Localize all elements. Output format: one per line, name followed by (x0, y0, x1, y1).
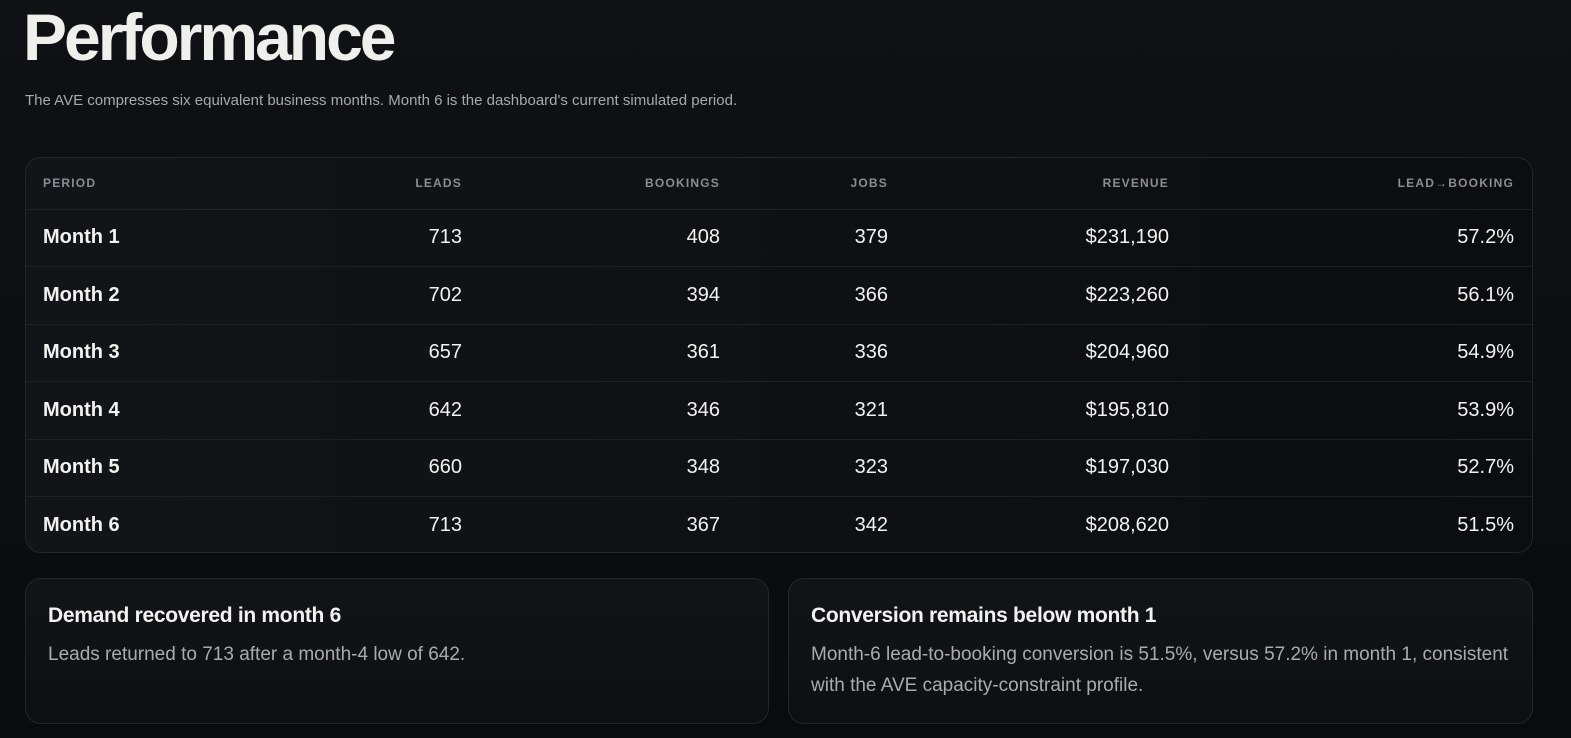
leads-cell: 657 (236, 324, 480, 382)
insight-body: Leads returned to 713 after a month-4 lo… (48, 644, 466, 665)
table-row: Month 3 657 361 336 $204,960 54.9% (26, 324, 1532, 382)
column-header-revenue: REVENUE (906, 158, 1187, 210)
period-cell: Month 3 (26, 324, 236, 382)
revenue-cell: $208,620 (1085, 514, 1169, 536)
jobs-cell: 336 (738, 324, 906, 382)
leads-cell: 642 (236, 381, 480, 440)
column-header-bookings: BOOKINGS (480, 158, 738, 210)
jobs-cell: 379 (738, 209, 906, 267)
jobs-cell: 323 (738, 439, 906, 497)
period-cell: Month 4 (26, 381, 236, 440)
period-cell: Month 6 (43, 514, 120, 536)
page-subtitle: The AVE compresses six equivalent busine… (25, 92, 738, 109)
conversion-cell: 57.2% (1187, 209, 1532, 267)
conversion-cell: 53.9% (1187, 381, 1532, 440)
insight-card-demand: Demand recovered in month 6 Leads return… (25, 578, 769, 724)
bookings-cell: 394 (480, 266, 738, 325)
period-cell: Month 2 (26, 266, 236, 325)
bookings-cell: 361 (480, 324, 738, 382)
performance-table-card: PERIOD LEADS BOOKINGS JOBS REVENUE LEAD→… (25, 157, 1533, 553)
revenue-cell: $197,030 (906, 439, 1187, 497)
bookings-cell: 348 (480, 439, 738, 497)
page-title: Performance (23, 0, 397, 74)
insight-title: Demand recovered in month 6 (48, 604, 341, 627)
leads-cell: 713 (236, 209, 480, 267)
leads-cell: 660 (236, 439, 480, 497)
revenue-cell: $204,960 (906, 324, 1187, 382)
performance-table: PERIOD LEADS BOOKINGS JOBS REVENUE LEAD→… (26, 158, 1532, 553)
insight-title: Conversion remains below month 1 (811, 604, 1157, 627)
insight-card-conversion: Conversion remains below month 1 Month-6… (788, 578, 1533, 724)
column-header-jobs: JOBS (738, 158, 906, 210)
conversion-cell: 54.9% (1187, 324, 1532, 382)
revenue-cell: $195,810 (906, 381, 1187, 440)
conversion-cell: 51.5% (1457, 514, 1514, 536)
column-header-leads: LEADS (236, 158, 480, 210)
column-header-conversion: LEAD→BOOKING (1187, 158, 1532, 210)
table-row: Month 5 660 348 323 $197,030 52.7% (26, 439, 1532, 497)
insight-body: Month-6 lead-to-booking conversion is 51… (811, 644, 1509, 696)
jobs-cell: 321 (738, 381, 906, 440)
bookings-cell: 346 (480, 381, 738, 440)
jobs-cell: 342 (854, 514, 888, 536)
table-header-row: PERIOD LEADS BOOKINGS JOBS REVENUE LEAD→… (26, 158, 1532, 210)
period-cell: Month 5 (26, 439, 236, 497)
bookings-cell: 367 (686, 514, 720, 536)
table-row: Month 6 713 367 342 $208,620 51.5% (26, 497, 1532, 553)
jobs-cell: 366 (738, 266, 906, 325)
bookings-cell: 408 (480, 209, 738, 267)
table-row: Month 1 713 408 379 $231,190 57.2% (26, 209, 1532, 267)
conversion-cell: 56.1% (1187, 266, 1532, 325)
leads-cell: 702 (236, 266, 480, 325)
revenue-cell: $231,190 (906, 209, 1187, 267)
conversion-cell: 52.7% (1187, 439, 1532, 497)
revenue-cell: $223,260 (906, 266, 1187, 325)
leads-cell: 713 (428, 514, 462, 536)
table-row: Month 2 702 394 366 $223,260 56.1% (26, 266, 1532, 325)
table-row: Month 4 642 346 321 $195,810 53.9% (26, 381, 1532, 440)
period-cell: Month 1 (26, 209, 236, 267)
column-header-period: PERIOD (26, 158, 236, 210)
